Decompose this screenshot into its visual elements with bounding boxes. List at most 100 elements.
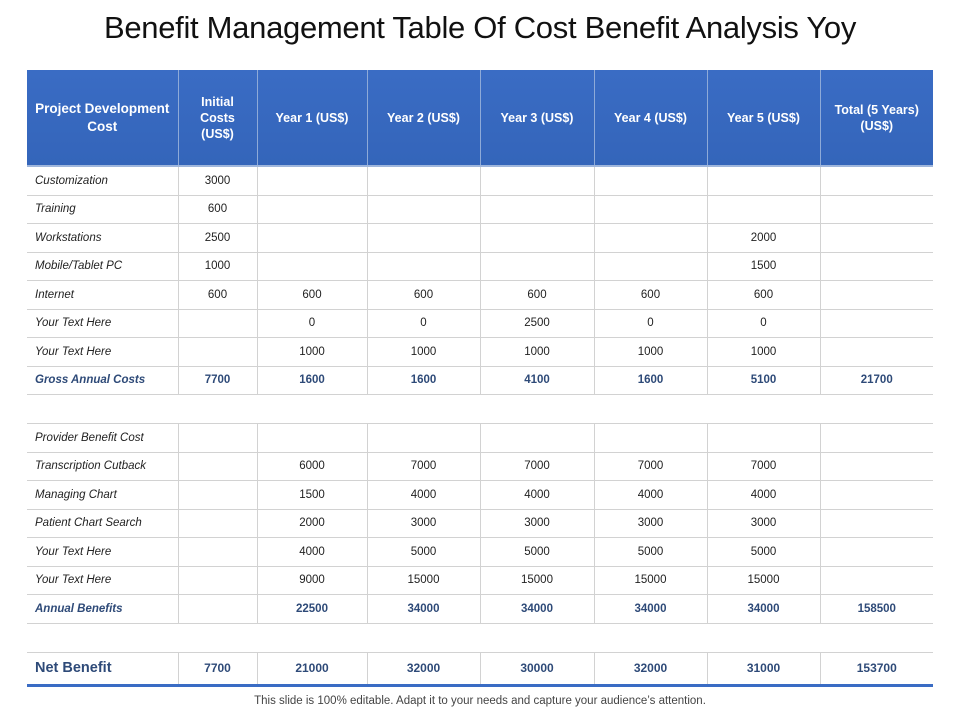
table-cell: 1600 <box>366 365 480 395</box>
table-cell: 600 <box>256 280 367 309</box>
table-cell: 34000 <box>479 594 594 624</box>
table-cell <box>177 337 257 366</box>
header-year-2: Year 2 (US$) <box>366 70 480 166</box>
table-cell: 3000 <box>177 165 257 195</box>
page-title: Benefit Management Table Of Cost Benefit… <box>103 10 857 45</box>
table-cell: 6000 <box>256 451 367 481</box>
table-cell <box>819 508 933 538</box>
table-cell <box>177 480 257 509</box>
row-label: Internet <box>27 280 178 309</box>
table-cell: 15000 <box>593 565 707 595</box>
table-cell <box>256 194 367 224</box>
row-label: Gross Annual Costs <box>27 365 178 395</box>
table-cell: 0 <box>256 308 367 338</box>
table-cell <box>177 423 257 452</box>
table-cell: 3000 <box>593 508 707 538</box>
row-label: Provider Benefit Cost <box>27 423 178 452</box>
row-label: Patient Chart Search <box>27 508 178 538</box>
cost-row: Customization 3000 <box>27 165 933 195</box>
row-label: Your Text Here <box>27 565 178 595</box>
table-cell: 600 <box>177 280 257 309</box>
table-cell: 2500 <box>177 223 257 252</box>
table-cell <box>256 165 367 195</box>
table-cell: 2500 <box>479 308 594 338</box>
table-cell <box>177 594 257 624</box>
table-cell: 15000 <box>366 565 480 595</box>
table-cell <box>177 508 257 538</box>
table-cell <box>256 223 367 252</box>
table-cell: 7700 <box>177 651 257 687</box>
row-label: Customization <box>27 165 178 195</box>
row-label: Transcription Cutback <box>27 451 178 481</box>
table-cell <box>819 423 933 452</box>
spacer-row <box>27 394 933 424</box>
table-cell: 4000 <box>256 537 367 566</box>
table-cell <box>256 423 367 452</box>
table-cell: 1500 <box>706 251 820 281</box>
table-cell <box>593 223 707 252</box>
table-cell: 4100 <box>479 365 594 395</box>
header-project-development-cost: Project Development Cost <box>27 70 178 166</box>
table-cell: 32000 <box>593 651 707 687</box>
table-cell: 22500 <box>256 594 367 624</box>
table-cell: 34000 <box>366 594 480 624</box>
table-cell: 32000 <box>366 651 480 687</box>
table-cell: 2000 <box>256 508 367 538</box>
table-cell <box>819 537 933 566</box>
benefit-row: Your Text Here 4000 5000 5000 5000 5000 <box>27 537 933 566</box>
table-cell <box>819 223 933 252</box>
table-cell: 31000 <box>706 651 820 687</box>
table-cell: 600 <box>479 280 594 309</box>
cost-row: Training 600 <box>27 194 933 224</box>
net-benefit-row: Net Benefit 7700 21000 32000 30000 32000 31000… <box>27 651 933 687</box>
benefit-row: Provider Benefit Cost <box>27 423 933 452</box>
row-label: Training <box>27 194 178 224</box>
row-label: Net Benefit <box>27 651 178 687</box>
cost-row: Workstations 2500 2000 <box>27 223 933 252</box>
table-cell <box>593 423 707 452</box>
table-cell: 1000 <box>706 337 820 366</box>
cost-row: Mobile/Tablet PC 1000 1500 <box>27 251 933 281</box>
table-cell: 0 <box>593 308 707 338</box>
table-cell: 30000 <box>479 651 594 687</box>
benefit-row: Your Text Here 9000 15000 15000 15000 15000 <box>27 565 933 595</box>
table-cell: 5000 <box>593 537 707 566</box>
table-cell <box>479 423 594 452</box>
row-label: Your Text Here <box>27 308 178 338</box>
table-cell: 3000 <box>706 508 820 538</box>
row-label: Mobile/Tablet PC <box>27 251 178 281</box>
table-cell <box>366 223 480 252</box>
benefit-row: Patient Chart Search 2000 3000 3000 3000 3000 <box>27 508 933 538</box>
table-cell: 5000 <box>366 537 480 566</box>
table-cell: 7700 <box>177 365 257 395</box>
table-cell <box>593 251 707 281</box>
table-cell: 2000 <box>706 223 820 252</box>
table-cell <box>366 165 480 195</box>
spacer-cell <box>27 394 933 424</box>
table-cell <box>366 194 480 224</box>
table-cell: 1000 <box>366 337 480 366</box>
table-cell: 7000 <box>593 451 707 481</box>
table-cell: 0 <box>706 308 820 338</box>
table-cell: 1600 <box>256 365 367 395</box>
table-cell: 3000 <box>479 508 594 538</box>
table-cell: 1600 <box>593 365 707 395</box>
table-cell: 4000 <box>706 480 820 509</box>
annual-benefits-row: Annual Benefits 22500 34000 34000 34000 34000… <box>27 594 933 624</box>
header-year-5: Year 5 (US$) <box>706 70 820 166</box>
table-cell <box>706 423 820 452</box>
table-cell: 34000 <box>706 594 820 624</box>
table-cell: 600 <box>366 280 480 309</box>
row-label: Workstations <box>27 223 178 252</box>
cost-benefit-table: Project Development Cost Initial Costs (… <box>27 70 933 687</box>
table-cell <box>366 251 480 281</box>
table-cell: 5100 <box>706 365 820 395</box>
header-initial-costs: Initial Costs (US$) <box>177 70 257 166</box>
row-label: Managing Chart <box>27 480 178 509</box>
spacer-cell <box>27 622 933 652</box>
table-cell <box>177 537 257 566</box>
header-row: Project Development Cost Initial Costs (… <box>27 70 933 166</box>
table-cell <box>177 451 257 481</box>
table-cell: 5000 <box>706 537 820 566</box>
cost-row: Your Text Here 1000 1000 1000 1000 1000 <box>27 337 933 366</box>
